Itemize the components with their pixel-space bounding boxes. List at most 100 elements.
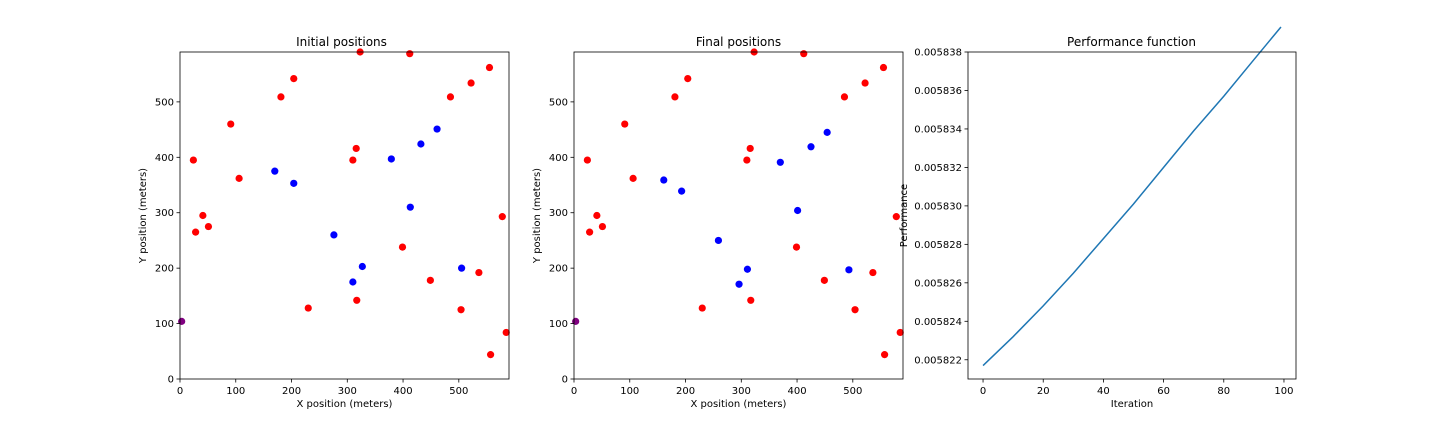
data-point [426,276,434,284]
data-point [486,351,495,359]
x-axis-ticks: 0 100 200 300 400 500 [571,379,862,397]
data-point [845,266,853,274]
data-point [398,243,407,251]
x-tick-label: 80 [1217,386,1230,397]
x-tick-label: 500 [843,386,862,397]
chart-title: Final positions [696,35,781,49]
data-point [851,306,859,314]
y-tick-label: 0.005832 [914,163,962,174]
data-point [199,211,207,220]
x-tick-label: 0 [980,386,986,397]
data-point [498,213,506,221]
y-tick-label: 100 [549,319,568,330]
data-point [189,156,197,164]
y-tick-label: 0.005822 [914,355,962,366]
data-point [502,328,510,337]
chart-title: Initial positions [296,35,387,49]
data-point [271,167,279,175]
data-point [349,278,357,286]
y-tick-label: 0.005834 [914,124,962,135]
x-tick-label: 300 [338,386,357,397]
data-point [660,176,668,184]
data-point [406,203,414,211]
final-positions-chart: Final positions 0 100 200 300 400 500 0 100 200… [532,35,904,410]
y-axis-ticks: 0 100 200 300 400 500 [155,97,180,386]
x-tick-label: 500 [449,386,468,397]
data-point [475,268,483,277]
data-point [621,120,629,128]
y-tick-label: 0.005836 [914,86,962,97]
data-point [840,93,849,101]
data-point [807,143,815,151]
y-tick-label: 500 [549,97,568,108]
data-point [671,93,679,101]
data-point [235,174,243,182]
x-tick-label: 300 [732,386,751,397]
data-point [586,228,594,236]
y-tick-label: 300 [155,208,174,219]
data-point [698,304,706,312]
x-tick-label: 60 [1157,386,1170,397]
data-point [747,296,755,304]
data-point [485,63,494,72]
y-tick-label: 200 [155,264,174,275]
data-point [861,79,869,87]
chart-title: Performance function [1067,35,1196,49]
y-axis-ticks: 0.005822 0.005824 0.005826 0.005828 0.005830… [914,48,968,366]
x-tick-label: 20 [1037,386,1050,397]
plot-area [572,48,904,359]
x-tick-label: 400 [788,386,807,397]
data-point [792,243,801,251]
data-point [353,296,361,304]
plot-area [178,48,510,359]
initial-positions-chart: Initial positions 0 100 200 300 400 500 0 100 2… [138,35,510,410]
data-point [583,156,591,164]
data-point [204,222,213,231]
data-point [746,144,754,153]
y-tick-label: 300 [549,208,568,219]
data-point [330,231,338,239]
data-point [227,120,235,128]
data-point [387,155,395,163]
y-tick-label: 400 [155,153,174,164]
plot-area [982,26,1282,367]
y-tick-label: 0.005824 [914,317,962,328]
data-point [743,156,751,164]
data-point [352,144,360,153]
data-point [869,268,877,277]
y-tick-label: 0.005826 [914,278,962,289]
data-point [290,75,298,83]
data-point [433,125,441,133]
axes-frame [967,51,1297,380]
x-tick-label: 100 [226,386,245,397]
y-axis-label: Y position (meters) [138,168,149,264]
y-tick-label: 0.005838 [914,48,962,59]
data-point [406,50,414,58]
data-point [629,174,637,182]
data-point [277,93,285,101]
data-point [467,79,475,87]
x-axis-label: Iteration [1111,399,1153,410]
data-point [879,63,888,72]
data-point [349,156,357,164]
data-point [458,264,466,272]
y-axis-ticks: 0 100 200 300 400 500 [549,97,574,386]
y-tick-label: 500 [155,97,174,108]
x-tick-label: 200 [676,386,695,397]
data-point [892,213,900,221]
x-tick-label: 40 [1097,386,1110,397]
x-tick-label: 200 [282,386,301,397]
series-line [982,26,1282,367]
x-axis-label: X position (meters) [297,399,393,410]
data-point [880,351,889,359]
data-point [417,140,425,148]
performance-function-chart: Performance function 0 20 40 60 80 100 0.0058… [899,26,1297,410]
data-point [598,222,607,231]
y-tick-label: 0.005828 [914,240,962,251]
data-point [358,262,366,271]
data-point [820,276,828,284]
data-point [593,211,601,220]
x-tick-label: 0 [571,386,577,397]
